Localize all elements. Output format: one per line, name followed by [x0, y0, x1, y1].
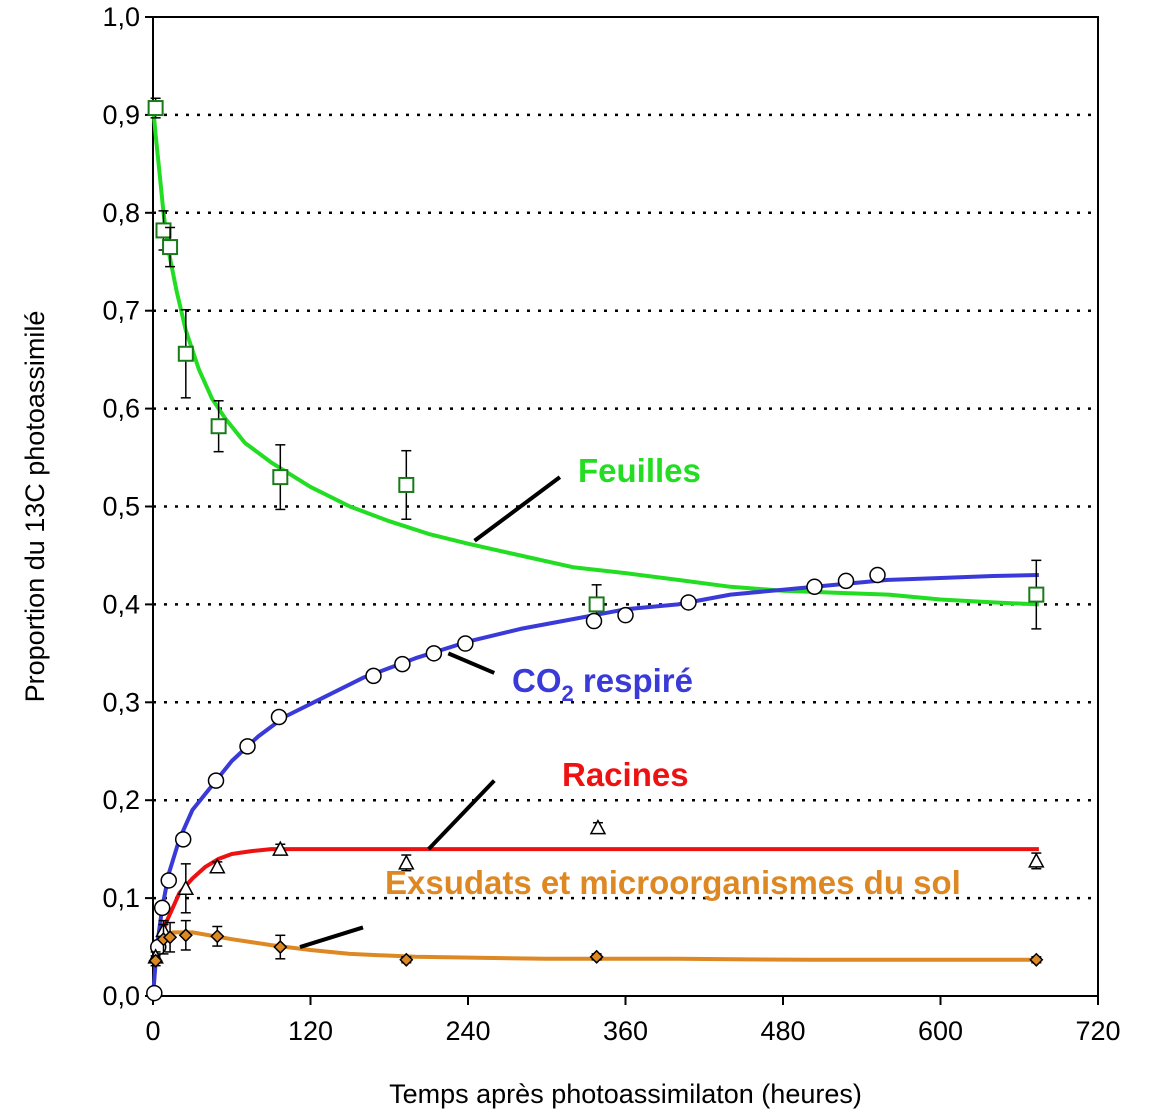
- data-point: [589, 819, 607, 835]
- y-tick-label: 0,6: [102, 394, 140, 424]
- annotation-pointers: [299, 475, 562, 949]
- data-point: [210, 929, 225, 944]
- data-point: [160, 872, 177, 889]
- annotation-pointer: [427, 779, 496, 851]
- y-axis-label: Proportion du 13C photoassimilé: [20, 311, 50, 703]
- data-point: [457, 635, 474, 652]
- data-point: [588, 596, 605, 613]
- data-point: [178, 928, 193, 943]
- y-tick-label: 1,0: [102, 2, 140, 32]
- data-point: [177, 879, 195, 896]
- annotation-label: Exsudats et microorganismes du sol: [385, 864, 961, 901]
- data-point: [680, 594, 697, 611]
- data-point: [837, 572, 855, 590]
- data-point: [273, 939, 288, 955]
- data-point: [272, 840, 289, 856]
- data-point: [1029, 952, 1044, 967]
- data-point: [207, 772, 225, 789]
- data-point: [589, 949, 604, 964]
- data-point: [209, 858, 226, 874]
- annotation-label: Feuilles: [578, 452, 701, 489]
- data-point: [210, 418, 227, 435]
- x-tick-label: 120: [288, 1016, 333, 1046]
- data-point: [425, 645, 443, 662]
- data-point: [1028, 852, 1045, 868]
- data-point: [153, 899, 171, 917]
- annotation-pointer: [447, 651, 496, 675]
- data-point: [365, 667, 382, 685]
- y-tick-label: 0,5: [102, 492, 140, 522]
- data-point: [398, 854, 415, 870]
- x-tick-label: 480: [760, 1016, 805, 1046]
- y-tick-label: 0,9: [102, 100, 140, 130]
- data-point: [399, 952, 414, 967]
- y-tick-label: 0,2: [102, 785, 140, 815]
- x-tick-label: 240: [445, 1016, 490, 1046]
- data-point: [398, 476, 415, 493]
- series-line: [151, 104, 1039, 607]
- data-point: [174, 831, 192, 848]
- annotation-label: CO2 respiré: [512, 662, 693, 706]
- annotation-label: Racines: [562, 756, 689, 793]
- data-point: [617, 606, 634, 624]
- data-point: [177, 345, 194, 362]
- y-tick-label: 0,8: [102, 198, 140, 228]
- data-point: [394, 655, 411, 673]
- annotation-pointer: [299, 925, 364, 949]
- annotation-pointer: [473, 475, 562, 543]
- y-tick-label: 0,7: [102, 296, 140, 326]
- data-point: [239, 738, 256, 755]
- axis-ticks: 0,0 0,1 0,2 0,3 0,4 0,5 0,6 0,7 0,8 0,9 1,0 0 120 240…: [102, 2, 1120, 1046]
- y-tick-label: 0,4: [102, 589, 140, 619]
- annotation-labels: Feuilles CO2 respiré Racines Exsudats et mi…: [385, 452, 961, 901]
- data-point: [1028, 586, 1045, 603]
- x-tick-label: 0: [145, 1016, 160, 1046]
- data-point: [585, 612, 603, 630]
- data-point: [155, 222, 172, 239]
- data-points: [146, 97, 1045, 1002]
- y-tick-label: 0,3: [102, 687, 140, 717]
- x-tick-label: 600: [918, 1016, 963, 1046]
- fit-curves: [151, 104, 1039, 997]
- data-point: [806, 578, 823, 596]
- y-tick-label: 0,0: [102, 981, 140, 1011]
- data-point: [270, 708, 288, 726]
- data-point: [162, 239, 179, 256]
- data-point: [163, 930, 178, 945]
- x-tick-label: 720: [1075, 1016, 1120, 1046]
- data-point: [148, 953, 163, 968]
- data-point: [869, 566, 886, 584]
- y-tick-label: 0,1: [102, 883, 140, 913]
- data-point: [146, 984, 163, 1002]
- x-tick-label: 360: [603, 1016, 648, 1046]
- data-point: [147, 100, 164, 117]
- x-axis-label: Temps après photoassimilaton (heures): [389, 1079, 862, 1109]
- data-point: [272, 469, 289, 486]
